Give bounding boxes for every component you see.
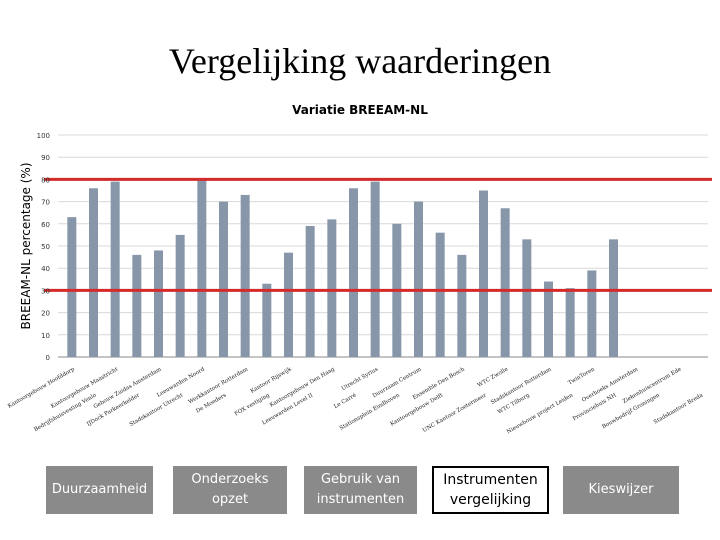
bar xyxy=(327,219,337,357)
y-tick-label: 40 xyxy=(41,265,50,273)
nav-duurzaamheid-label: Duurzaamheid xyxy=(51,482,148,497)
bar xyxy=(132,254,142,357)
nav-duurzaamheid-button[interactable]: Duurzaamheid xyxy=(46,466,153,514)
nav-instrumenten-label: instrumenten xyxy=(316,492,405,507)
bar xyxy=(522,239,532,357)
y-tick-label: 0 xyxy=(46,354,50,362)
x-tick-label: Le Carré xyxy=(333,392,358,410)
bar xyxy=(414,201,423,357)
bar xyxy=(457,254,467,357)
bar xyxy=(262,283,272,357)
bar xyxy=(609,239,618,357)
bar xyxy=(110,181,120,357)
bar xyxy=(284,252,293,357)
y-tick-label: 90 xyxy=(41,154,50,162)
bar xyxy=(479,190,488,357)
x-tick-label: Utrecht Syrius xyxy=(341,366,380,392)
x-tick-label: Kantoorgebouw Hoofddorp xyxy=(7,366,76,409)
nav-opzet-label: opzet xyxy=(211,492,249,507)
y-tick-label: 10 xyxy=(41,332,50,340)
chart-title: Variatie BREEAM-NL xyxy=(292,103,428,117)
reference-lines xyxy=(44,177,712,292)
x-tick-label: Kantoor Rijswijk xyxy=(250,366,293,395)
nav-onderzoeks-label: Onderzoeks xyxy=(191,472,269,487)
bar xyxy=(587,270,597,357)
bars xyxy=(67,179,618,357)
x-tick-label: WTC Zwolle xyxy=(477,367,509,389)
bar xyxy=(154,250,163,357)
y-tick-labels: 0 10 20 30 40 50 60 70 80 90 100 xyxy=(37,132,50,362)
bar xyxy=(500,208,510,357)
bar xyxy=(565,288,575,357)
nav-instrumenten-vergelijking-button[interactable]: Instrumenten vergelijking xyxy=(432,466,549,514)
bar xyxy=(544,281,553,357)
x-tick-label: FOX vestiging xyxy=(234,392,272,417)
bar xyxy=(219,201,228,357)
y-tick-label: 50 xyxy=(41,243,50,251)
y-axis-label: BREEAM-NL percentage (%) xyxy=(19,163,33,330)
x-tick-labels: Kantoorgebouw HoofddorpBedrijfshuisvesti… xyxy=(7,366,705,435)
nav-instrumenten2-label: Instrumenten xyxy=(443,472,538,488)
bar xyxy=(197,179,207,357)
y-tick-label: 70 xyxy=(41,199,50,207)
slide-title: Vergelijking waarderingen xyxy=(168,41,552,81)
x-tick-label: TwinToren xyxy=(567,366,596,386)
y-tick-label: 80 xyxy=(41,176,50,184)
nav-vergelijking-label: vergelijking xyxy=(449,492,532,508)
nav-kieswijzer-label: Kieswijzer xyxy=(588,482,654,497)
y-tick-label: 30 xyxy=(41,287,50,295)
nav-kieswijzer-button[interactable]: Kieswijzer xyxy=(563,466,679,514)
bar xyxy=(67,217,77,357)
bar xyxy=(435,232,445,357)
bar xyxy=(240,194,250,357)
y-tick-label: 100 xyxy=(37,132,50,140)
bar xyxy=(349,188,358,357)
bar xyxy=(370,181,380,357)
x-tick-label: Stadskantoor Breda xyxy=(653,392,705,425)
bar xyxy=(89,188,98,357)
nav-onderzoeks-opzet-button[interactable]: Onderzoeks opzet xyxy=(173,466,287,514)
nav-gebruik-label: Gebruik van xyxy=(320,472,401,487)
nav-gebruik-instrumenten-button[interactable]: Gebruik van instrumenten xyxy=(304,466,417,514)
bar xyxy=(175,234,185,357)
y-tick-label: 60 xyxy=(41,221,50,229)
y-tick-label: 20 xyxy=(41,310,50,318)
